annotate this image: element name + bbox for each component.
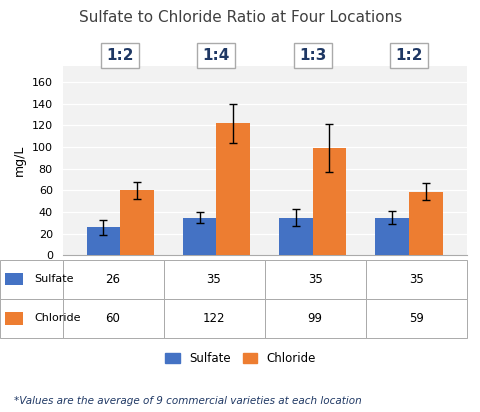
Bar bbox=[264, 299, 365, 338]
Text: 1:3: 1:3 bbox=[299, 48, 325, 63]
Text: 122: 122 bbox=[203, 312, 225, 325]
Text: 99: 99 bbox=[307, 312, 322, 325]
Text: *Values are the average of 9 commercial varieties at each location: *Values are the average of 9 commercial … bbox=[14, 396, 361, 406]
Text: 35: 35 bbox=[408, 273, 422, 286]
Y-axis label: mg/L: mg/L bbox=[13, 145, 26, 176]
Text: 59: 59 bbox=[408, 312, 422, 325]
Text: 26: 26 bbox=[105, 273, 120, 286]
Bar bbox=[278, 218, 312, 255]
Bar bbox=[264, 260, 365, 299]
Bar bbox=[365, 260, 466, 299]
Text: 60: 60 bbox=[106, 312, 120, 325]
Bar bbox=[312, 148, 346, 255]
Text: Sulfate to Chloride Ratio at Four Locations: Sulfate to Chloride Ratio at Four Locati… bbox=[79, 10, 401, 25]
Bar bbox=[365, 299, 466, 338]
Bar bbox=[0, 299, 62, 338]
Text: 1:2: 1:2 bbox=[106, 48, 134, 63]
Text: 35: 35 bbox=[206, 273, 221, 286]
Bar bbox=[5, 273, 23, 286]
Bar bbox=[5, 312, 23, 325]
Text: 35: 35 bbox=[307, 273, 322, 286]
Bar bbox=[408, 192, 442, 255]
Bar bbox=[62, 299, 163, 338]
Bar bbox=[163, 299, 264, 338]
Bar bbox=[374, 218, 408, 255]
Text: Sulfate: Sulfate bbox=[35, 274, 74, 284]
Text: Chloride: Chloride bbox=[35, 313, 81, 323]
Bar bbox=[0, 260, 62, 299]
Text: 1:4: 1:4 bbox=[203, 48, 229, 63]
Bar bbox=[182, 218, 216, 255]
Bar bbox=[216, 123, 250, 255]
Text: 1:2: 1:2 bbox=[394, 48, 422, 63]
Bar bbox=[62, 260, 163, 299]
Bar bbox=[86, 227, 120, 255]
Bar bbox=[120, 190, 154, 255]
Bar bbox=[163, 260, 264, 299]
Legend: Sulfate, Chloride: Sulfate, Chloride bbox=[160, 347, 320, 370]
